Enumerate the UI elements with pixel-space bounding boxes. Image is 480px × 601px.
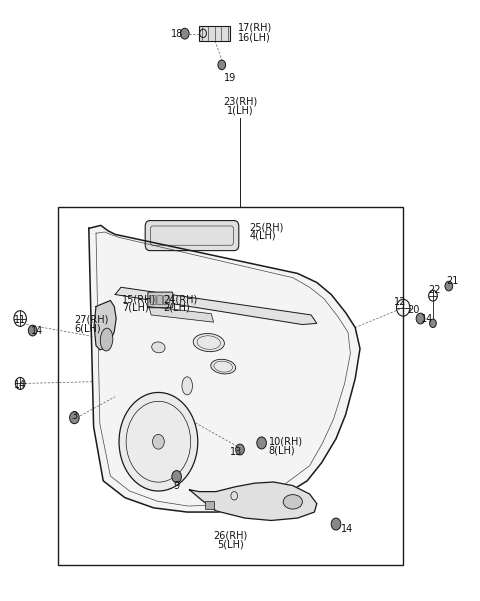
Text: 14: 14 (341, 524, 353, 534)
Text: 25(RH): 25(RH) (250, 222, 284, 232)
Bar (58, 207, 403, 565)
Text: 9: 9 (174, 481, 180, 491)
Circle shape (430, 319, 436, 328)
Text: 21: 21 (446, 276, 459, 286)
Circle shape (180, 28, 189, 39)
Text: 13: 13 (230, 447, 243, 457)
Circle shape (331, 518, 341, 530)
FancyBboxPatch shape (148, 292, 173, 308)
Text: 23(RH): 23(RH) (223, 97, 257, 107)
Text: 7(LH): 7(LH) (122, 303, 149, 313)
Text: 14: 14 (31, 326, 44, 335)
FancyBboxPatch shape (145, 221, 239, 251)
Text: 8(LH): 8(LH) (269, 445, 295, 455)
Circle shape (416, 313, 425, 324)
FancyBboxPatch shape (157, 296, 163, 305)
Circle shape (218, 60, 226, 70)
Circle shape (119, 392, 198, 491)
Text: 6(LH): 6(LH) (74, 323, 101, 333)
Text: 14: 14 (14, 380, 27, 389)
Text: 5(LH): 5(LH) (217, 539, 244, 549)
Text: 4(LH): 4(LH) (250, 231, 276, 240)
Ellipse shape (152, 342, 165, 353)
Text: 14: 14 (421, 314, 434, 323)
Ellipse shape (283, 495, 302, 509)
Ellipse shape (211, 359, 236, 374)
Ellipse shape (193, 334, 224, 352)
Polygon shape (149, 307, 214, 322)
FancyBboxPatch shape (164, 296, 169, 305)
Text: 26(RH): 26(RH) (213, 530, 248, 540)
Text: 24(RH): 24(RH) (163, 294, 197, 304)
Text: 27(RH): 27(RH) (74, 315, 109, 325)
Text: 12: 12 (394, 297, 406, 307)
Text: 2(LH): 2(LH) (163, 303, 190, 313)
Circle shape (257, 437, 266, 449)
Circle shape (236, 444, 244, 455)
Circle shape (28, 325, 37, 336)
Text: 20: 20 (407, 305, 420, 315)
FancyBboxPatch shape (205, 501, 214, 509)
FancyBboxPatch shape (150, 296, 156, 305)
Polygon shape (115, 287, 317, 325)
Text: 15(RH): 15(RH) (122, 294, 156, 304)
Text: 16(LH): 16(LH) (238, 32, 270, 42)
Polygon shape (94, 300, 116, 350)
Ellipse shape (182, 377, 192, 395)
Ellipse shape (100, 328, 113, 351)
Text: 1(LH): 1(LH) (227, 105, 253, 115)
Text: 3: 3 (71, 411, 77, 421)
Circle shape (153, 435, 164, 449)
Circle shape (445, 281, 453, 291)
Text: 11: 11 (14, 315, 27, 325)
Text: 18: 18 (170, 29, 183, 38)
FancyBboxPatch shape (199, 26, 230, 41)
Polygon shape (89, 225, 360, 512)
Text: 22: 22 (429, 285, 441, 294)
Circle shape (172, 471, 181, 483)
Text: 17(RH): 17(RH) (238, 22, 272, 32)
Text: 19: 19 (224, 73, 237, 84)
Circle shape (70, 412, 79, 424)
Text: 10(RH): 10(RH) (269, 437, 303, 447)
Polygon shape (190, 482, 317, 520)
